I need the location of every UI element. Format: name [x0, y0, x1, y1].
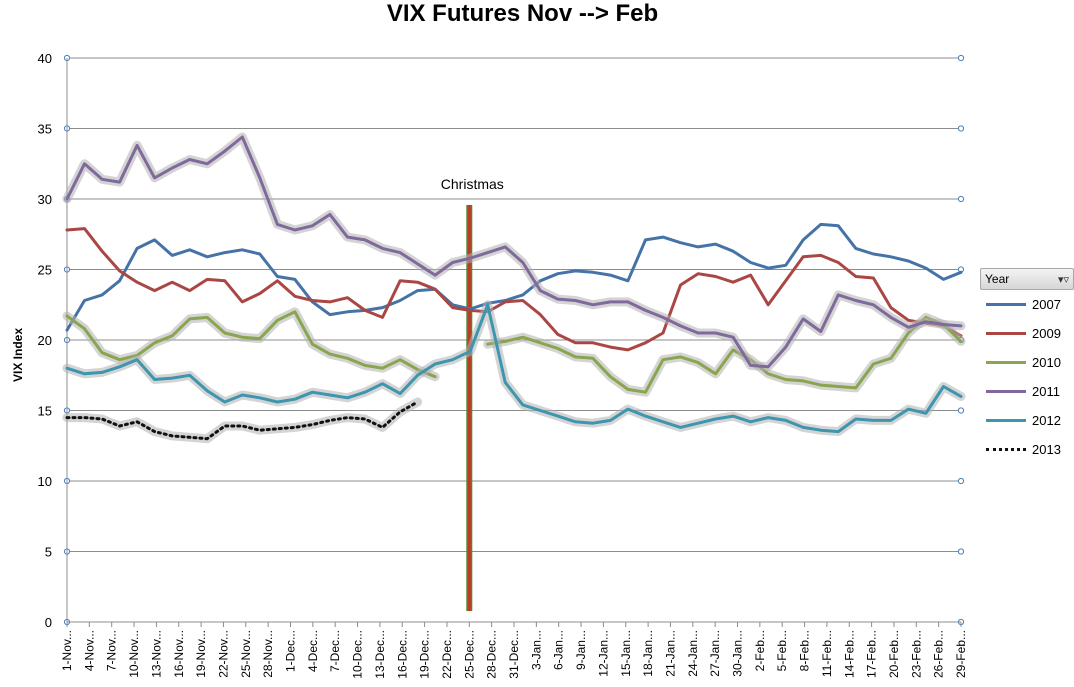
y-tick-label: 25: [38, 263, 52, 278]
x-tick-label: 14-Feb...: [842, 630, 856, 678]
legend-title: Year: [985, 272, 1010, 286]
x-tick-label: 25-Nov...: [239, 630, 253, 678]
x-tick-label: 28-Dec...: [485, 630, 499, 679]
x-tick-label: 16-Nov...: [172, 630, 186, 678]
legend-item-2011: 2011: [980, 377, 1074, 406]
christmas-line-inner: [467, 205, 471, 611]
legend-swatch: [986, 361, 1026, 364]
x-tick-label: 10-Dec...: [351, 630, 365, 679]
legend-swatch: [986, 390, 1026, 393]
x-tick-label: 17-Feb...: [865, 630, 879, 678]
y-tick-label: 35: [38, 122, 52, 137]
series-line-2013: [65, 400, 420, 441]
series-line-2011: [65, 135, 963, 369]
series-glow-2010: [483, 312, 966, 397]
y-tick-label: 15: [38, 404, 52, 419]
x-tick-label: 22-Dec...: [440, 630, 454, 679]
legend-item-2012: 2012: [980, 406, 1074, 435]
x-tick-label: 25-Dec...: [462, 630, 476, 679]
x-tick-label: 4-Dec...: [306, 630, 320, 672]
grid-handle-right: [957, 195, 965, 203]
legend-label: 2009: [1032, 326, 1061, 341]
legend: Year ▾▿ 2007 2009 2010 2011 2012 2013: [980, 268, 1074, 464]
legend-swatch: [986, 303, 1026, 306]
grid-handle-right: [957, 477, 965, 485]
y-tick-label: 30: [38, 192, 52, 207]
series-line-2007: [65, 222, 963, 332]
x-tick-label: 18-Jan...: [641, 630, 655, 677]
x-tick-label: 29-Feb...: [954, 630, 968, 678]
legend-item-2009: 2009: [980, 319, 1074, 348]
x-tick-label: 2-Feb...: [753, 630, 767, 671]
grid-handle-right: [957, 407, 965, 414]
grid-handle-right: [957, 125, 965, 132]
x-tick-label: 31-Dec...: [507, 630, 521, 679]
x-tick-label: 21-Jan...: [663, 630, 677, 677]
legend-item-2013: 2013: [980, 435, 1074, 464]
x-tick-label: 30-Jan...: [731, 630, 745, 677]
series-line-2010: [65, 310, 437, 379]
x-tick-label: 6-Jan...: [552, 630, 566, 670]
legend-label: 2011: [1032, 384, 1060, 399]
x-tick-label: 23-Feb...: [909, 630, 923, 678]
x-tick-label: 10-Nov...: [127, 630, 141, 678]
x-tick-label: 9-Jan...: [574, 630, 588, 670]
x-tick-label: 8-Feb...: [798, 630, 812, 671]
legend-item-2010: 2010: [980, 348, 1074, 377]
y-tick-label: 5: [45, 545, 52, 560]
grid-handle-right: [957, 54, 965, 62]
x-tick-label: 11-Feb...: [820, 630, 834, 677]
christmas-annotation: Christmas: [441, 176, 504, 192]
x-tick-label: 5-Feb...: [775, 630, 789, 671]
grid-handle-right: [957, 548, 965, 555]
legend-label: 2007: [1032, 297, 1061, 312]
legend-swatch: [986, 448, 1026, 451]
y-tick-label: 20: [38, 333, 52, 348]
legend-item-2007: 2007: [980, 290, 1074, 319]
x-tick-label: 19-Dec...: [418, 630, 432, 679]
series-line-2012: [65, 303, 963, 434]
y-tick-label: 10: [38, 474, 52, 489]
x-tick-label: 4-Nov...: [82, 630, 96, 671]
x-tick-label: 26-Feb...: [932, 630, 946, 678]
x-tick-label: 13-Nov...: [149, 630, 163, 678]
series-line-2010: [486, 315, 963, 394]
chart-title: VIX Futures Nov --> Feb: [386, 0, 659, 27]
x-tick-label: 20-Feb...: [887, 630, 901, 678]
legend-label: 2013: [1032, 442, 1061, 457]
filter-icon[interactable]: ▾▿: [1057, 273, 1069, 286]
legend-swatch: [986, 419, 1026, 422]
y-tick-label: 0: [45, 615, 52, 630]
x-tick-label: 3-Jan...: [529, 630, 543, 670]
x-tick-label: 7-Nov...: [105, 630, 119, 671]
legend-swatch: [986, 332, 1026, 335]
legend-label: 2010: [1032, 355, 1061, 370]
x-tick-label: 1-Dec...: [284, 630, 298, 672]
x-tick-label: 1-Nov...: [60, 630, 74, 671]
x-tick-label: 27-Jan...: [708, 630, 722, 677]
x-tick-label: 19-Nov...: [194, 630, 208, 678]
series-glow-2013: [62, 397, 423, 444]
x-tick-label: 22-Nov...: [216, 630, 230, 678]
series-glow-2011: [62, 132, 966, 372]
x-tick-label: 28-Nov...: [261, 630, 275, 678]
legend-label: 2012: [1032, 413, 1061, 428]
x-tick-label: 24-Jan...: [686, 630, 700, 677]
y-tick-label: 40: [38, 51, 52, 66]
x-tick-label: 12-Jan...: [596, 630, 610, 677]
x-tick-label: 15-Jan...: [619, 630, 633, 677]
series-line-2009: [65, 227, 963, 352]
x-tick-label: 7-Dec...: [328, 630, 342, 672]
x-tick-label: 13-Dec...: [373, 630, 387, 679]
x-tick-label: 16-Dec...: [395, 630, 409, 679]
legend-filter-button[interactable]: Year ▾▿: [980, 268, 1074, 290]
